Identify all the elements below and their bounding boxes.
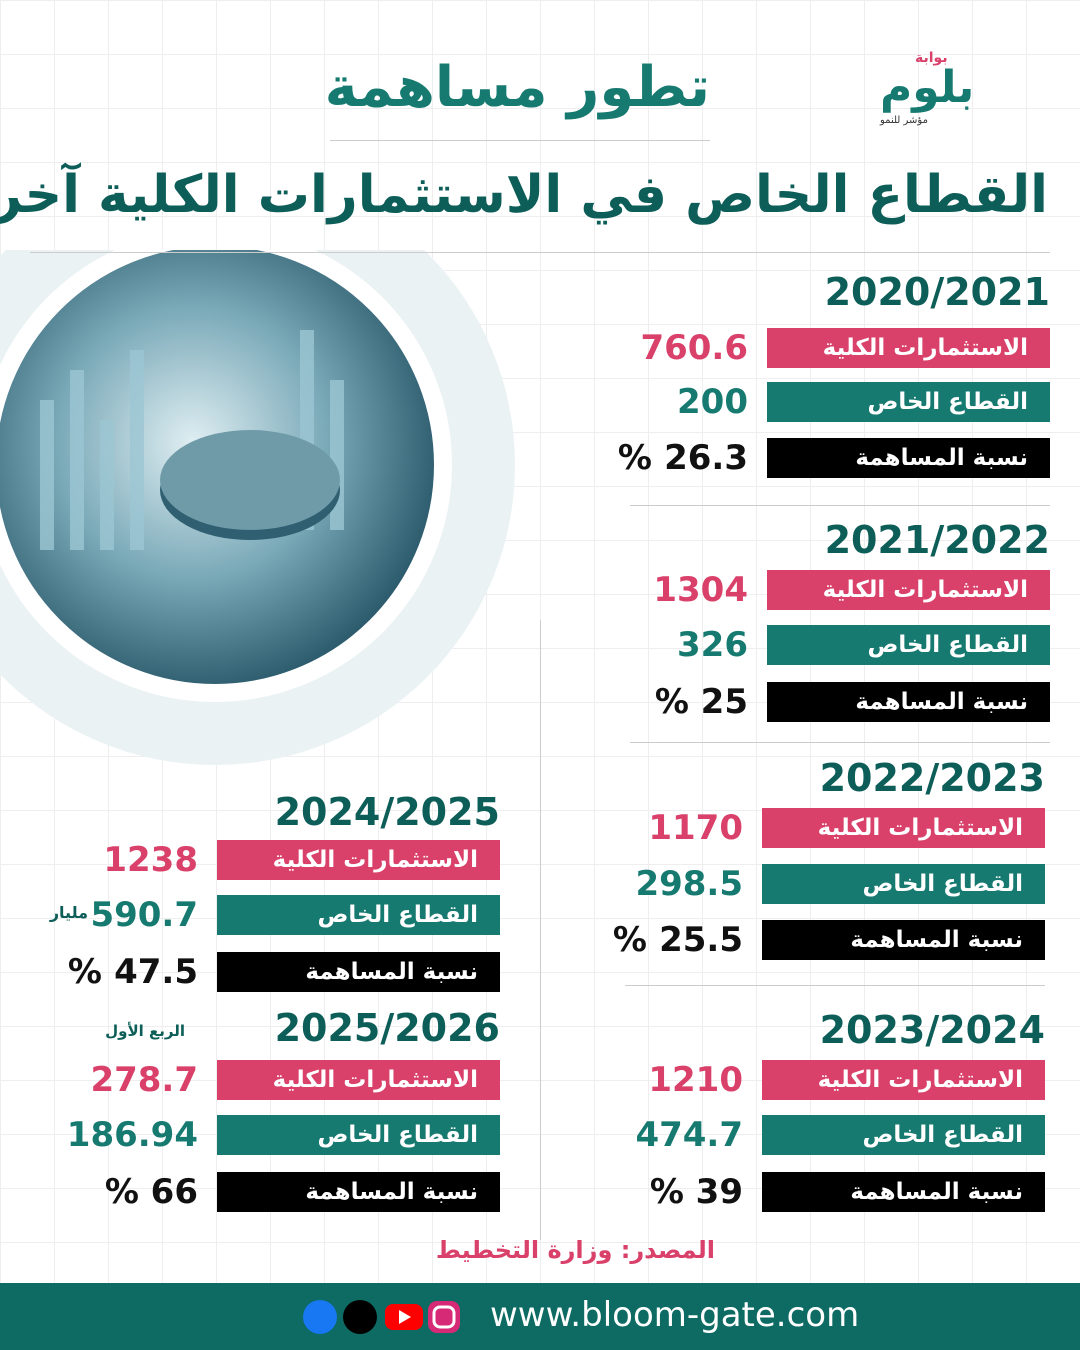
row-label: الاستثمارات الكلية — [767, 328, 1050, 368]
separator — [630, 742, 1050, 743]
row-label: الاستثمارات الكلية — [217, 840, 500, 880]
row-label: القطاع الخاص — [217, 1115, 500, 1155]
separator — [630, 505, 1050, 506]
brand: بلوم — [880, 62, 975, 113]
row-label: القطاع الخاص — [767, 382, 1050, 422]
row-value: 26.3 — [664, 438, 748, 478]
row-label: الاستثمارات الكلية — [762, 1060, 1045, 1100]
period-year: 2021/2022 — [824, 518, 1050, 562]
footer-bar: www.bloom-gate.com — [0, 1283, 1080, 1350]
row-value: 47.5 — [114, 952, 198, 992]
row-value: 1304 — [653, 570, 748, 610]
divider — [540, 620, 541, 1240]
row-unit: % — [649, 1172, 684, 1212]
row-value: 1170 — [648, 808, 743, 848]
row-label: القطاع الخاص — [217, 895, 500, 935]
title-rule — [330, 140, 710, 141]
row-label: نسبة المساهمة — [762, 1172, 1045, 1212]
period-year: 2024/2025 — [274, 790, 500, 834]
period-year: 2022/2023 — [819, 756, 1045, 800]
photo-circle — [0, 250, 515, 765]
row-label: القطاع الخاص — [762, 864, 1045, 904]
source: المصدر: وزارة التخطيط — [435, 1236, 715, 1264]
row-value: 1210 — [648, 1060, 743, 1100]
row-unit: مليار — [49, 903, 88, 922]
brand-prefix: بوابة — [915, 50, 948, 66]
row-label: الاستثمارات الكلية — [217, 1060, 500, 1100]
period-year: 2025/2026 — [274, 1006, 500, 1050]
row-unit: % — [612, 920, 647, 960]
row-unit: % — [617, 438, 652, 478]
row-value: 39 — [695, 1172, 743, 1212]
row-value: 326 — [677, 625, 748, 665]
row-label: نسبة المساهمة — [762, 920, 1045, 960]
row-value: 1238 — [103, 840, 198, 880]
row-value: 200 — [677, 382, 748, 422]
row-value: 298.5 — [635, 864, 743, 904]
row-unit: % — [104, 1172, 139, 1212]
row-value: 25.5 — [659, 920, 743, 960]
row-value: 590.7 — [90, 895, 198, 935]
tagline: مؤشر للنمو — [880, 115, 928, 126]
row-label: نسبة المساهمة — [217, 952, 500, 992]
period-note: الربع الأول — [105, 1022, 185, 1040]
row-label: الاستثمارات الكلية — [762, 808, 1045, 848]
row-value: 278.7 — [90, 1060, 198, 1100]
separator — [625, 985, 1045, 986]
title: تطور مساهمة — [324, 55, 710, 120]
footer-url[interactable]: www.bloom-gate.com — [490, 1295, 860, 1335]
row-value: 25 — [700, 682, 748, 722]
header-rule — [30, 252, 1050, 253]
subtitle: القطاع الخاص في الاستثمارات الكلية آخر 5… — [0, 165, 1048, 225]
row-label: الاستثمارات الكلية — [767, 570, 1050, 610]
period-year: 2020/2021 — [824, 270, 1050, 314]
row-unit: % — [654, 682, 689, 722]
row-value: 66 — [150, 1172, 198, 1212]
row-value: 474.7 — [635, 1115, 743, 1155]
row-label: القطاع الخاص — [762, 1115, 1045, 1155]
social-icons — [303, 1300, 460, 1334]
row-value: 760.6 — [640, 328, 748, 368]
row-label: نسبة المساهمة — [217, 1172, 500, 1212]
row-label: نسبة المساهمة — [767, 682, 1050, 722]
row-label: القطاع الخاص — [767, 625, 1050, 665]
row-unit: % — [67, 952, 102, 992]
period-year: 2023/2024 — [819, 1008, 1045, 1052]
row-label: نسبة المساهمة — [767, 438, 1050, 478]
row-value: 186.94 — [66, 1115, 198, 1155]
